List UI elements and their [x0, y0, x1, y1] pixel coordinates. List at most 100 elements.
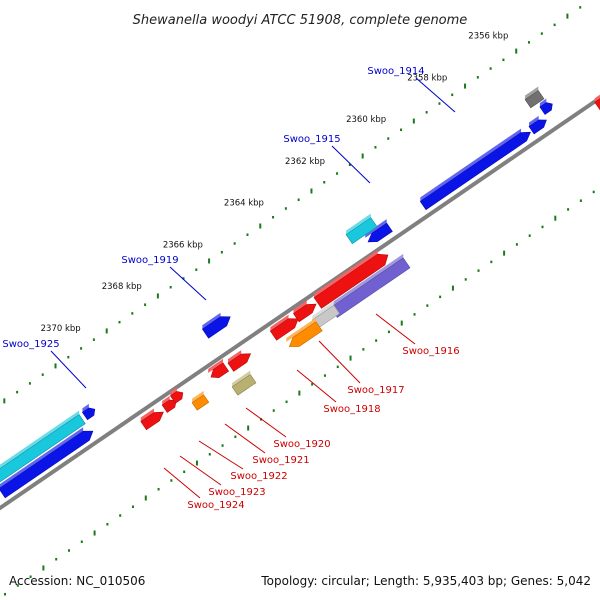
- gene-feature-body: [81, 407, 96, 421]
- gene-callout[interactable]: Swoo_1919: [121, 255, 207, 301]
- gene-feature[interactable]: [365, 219, 393, 243]
- gene-feature[interactable]: [140, 408, 164, 431]
- gene-callout[interactable]: Swoo_1916: [375, 313, 460, 357]
- gene-callout[interactable]: Swoo_1918: [296, 369, 381, 415]
- gene-feature-body: [293, 303, 317, 323]
- gene-feature[interactable]: [313, 250, 389, 309]
- gene-callout-line: [198, 440, 244, 470]
- tick-label: 2370 kbp: [41, 324, 81, 334]
- gene-feature[interactable]: [191, 390, 210, 411]
- gene-feature[interactable]: [227, 350, 252, 372]
- gene-feature[interactable]: [345, 213, 378, 245]
- gene-feature-bevel: [365, 219, 387, 238]
- gene-feature-body: [419, 131, 531, 211]
- gene-callout-line: [331, 145, 371, 184]
- gene-feature[interactable]: [208, 358, 230, 379]
- gene-feature-bevel: [286, 317, 317, 343]
- gene-callout[interactable]: Swoo_1915: [283, 134, 371, 184]
- gene-feature-bevel: [170, 387, 177, 396]
- topology-stats-label: Topology: circular; Length: 5,935,403 bp…: [261, 574, 591, 588]
- gene-feature[interactable]: [0, 410, 86, 491]
- gene-callout-line: [245, 407, 287, 438]
- gene-label: Swoo_1924: [187, 500, 244, 511]
- gene-feature[interactable]: [269, 314, 299, 341]
- gene-feature-bevel: [330, 253, 404, 308]
- gene-feature-body: [0, 414, 86, 483]
- gene-feature[interactable]: [0, 427, 94, 499]
- gene-callout[interactable]: Swoo_1921: [224, 423, 310, 466]
- gene-features: [0, 86, 600, 499]
- gene-feature[interactable]: [161, 395, 177, 413]
- gene-feature-bevel: [312, 301, 334, 320]
- gene-label: Swoo_1919: [121, 255, 178, 266]
- tick-label: 2358 kbp: [407, 73, 447, 83]
- gene-feature[interactable]: [524, 86, 545, 109]
- gene-feature-bevel: [539, 98, 547, 107]
- tick-label: 2356 kbp: [468, 32, 508, 42]
- gene-label: Swoo_1915: [283, 134, 340, 145]
- gene-feature[interactable]: [528, 115, 547, 135]
- tick-label: 2368 kbp: [102, 282, 142, 292]
- tick-label: 2364 kbp: [224, 199, 264, 209]
- gene-feature[interactable]: [286, 317, 323, 347]
- gene-label: Swoo_1918: [323, 404, 380, 415]
- gene-feature-bevel: [192, 390, 204, 403]
- gene-feature-body: [210, 362, 230, 379]
- gene-feature[interactable]: [201, 312, 231, 339]
- accession-label: Accession: NC_010506: [9, 574, 146, 588]
- gene-feature[interactable]: [293, 300, 317, 323]
- gene-callout[interactable]: Swoo_1923: [179, 455, 266, 498]
- gene-feature-bevel: [82, 403, 89, 413]
- gene-feature-bevel: [529, 115, 539, 127]
- tick-marks: [3, 6, 595, 596]
- gene-feature-body: [191, 394, 210, 411]
- gene-label: Swoo_1921: [252, 455, 309, 466]
- gene-callout[interactable]: Swoo_1925: [2, 339, 87, 389]
- gene-label: Swoo_1916: [402, 346, 459, 357]
- gene-feature-bevel: [0, 427, 84, 489]
- gene-feature-body: [0, 430, 94, 499]
- gene-feature-body: [140, 411, 164, 431]
- gene-feature-bevel: [140, 408, 154, 422]
- gene-label: Swoo_1925: [2, 339, 59, 350]
- gene-callout[interactable]: Swoo_1924: [163, 467, 245, 511]
- gene-feature-body: [528, 119, 547, 135]
- gene-feature[interactable]: [231, 370, 257, 396]
- gene-feature[interactable]: [419, 128, 531, 211]
- gene-feature-bevel: [202, 312, 221, 330]
- gene-callout[interactable]: Swoo_1917: [318, 340, 405, 396]
- gene-feature[interactable]: [169, 387, 184, 404]
- gene-feature-bevel: [0, 410, 80, 469]
- gene-feature-bevel: [270, 314, 289, 332]
- gene-callout[interactable]: Swoo_1920: [245, 407, 331, 450]
- tick-labels: 2356 kbp 2358 kbp 2360 kbp 2362 kbp 2364 kbp…: [41, 32, 509, 334]
- gene-callout-line: [224, 423, 266, 454]
- gene-callout[interactable]: Swoo_1922: [198, 440, 288, 482]
- gene-feature-body: [201, 316, 231, 339]
- gene-feature[interactable]: [539, 98, 553, 115]
- gene-callout[interactable]: Swoo_1914: [367, 66, 456, 113]
- gene-callout-line: [375, 313, 416, 345]
- gene-feature-bevel: [293, 300, 307, 314]
- gene-feature-body: [169, 391, 184, 404]
- gene-callout-line: [296, 369, 337, 403]
- gene-label: Swoo_1917: [347, 385, 404, 396]
- gene-feature[interactable]: [81, 403, 96, 421]
- gene-feature-body: [288, 321, 323, 347]
- gene-feature-bevel: [228, 350, 242, 364]
- gene-callout-line: [318, 340, 361, 384]
- gene-feature-bevel: [346, 213, 371, 235]
- gene-callout-line: [169, 266, 207, 301]
- gene-callout-line: [179, 455, 222, 486]
- gene-feature-bevel: [208, 358, 224, 374]
- gene-feature-body: [313, 253, 389, 309]
- gene-feature[interactable]: [594, 91, 600, 111]
- gene-callout-line: [163, 467, 201, 499]
- gene-feature-bevel: [162, 395, 170, 406]
- gene-feature-bevel: [420, 128, 522, 202]
- gene-callout-line: [50, 350, 87, 389]
- gene-feature-body: [231, 374, 257, 396]
- gene-feature-bevel: [594, 94, 600, 103]
